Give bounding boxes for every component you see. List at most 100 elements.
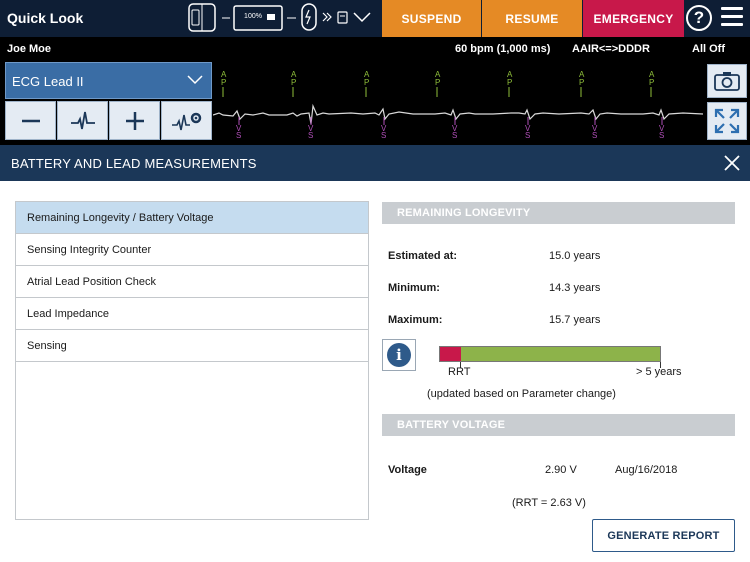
signal-icon [322,12,332,22]
atrial-marker: AP [291,70,297,97]
maximum-value: 15.7 years [549,314,601,326]
voltage-rrt-note: (RRT = 2.63 V) [512,497,586,509]
emergency-button[interactable]: EMERGENCY [583,0,684,37]
battery-percent: 100% [244,13,262,20]
ventricular-marker: VS [452,117,458,140]
ventricular-marker: VS [592,117,598,140]
rrt-tick [460,362,461,368]
device-icon [188,3,216,32]
ecg-lead-select[interactable]: ECG Lead II [5,62,212,99]
pacing-rate: 60 bpm (1,000 ms) [455,43,551,55]
close-icon[interactable] [722,153,742,173]
battery-panel: BATTERY VOLTAGE [382,414,735,436]
svg-text:P: P [435,78,440,87]
svg-text:A: A [221,70,227,79]
camera-icon [714,72,740,91]
status-chevron-icon[interactable] [353,12,371,23]
atrial-marker: AP [507,70,513,97]
help-button[interactable]: ? [686,5,712,31]
svg-text:A: A [291,70,297,79]
decrease-gain-button[interactable] [5,101,56,140]
chevron-down-icon [187,75,203,85]
expand-icon [714,108,740,134]
ventricular-marker: VS [525,117,531,140]
svg-text:V: V [525,124,531,133]
status-icons [188,3,371,32]
snapshot-button[interactable] [707,64,747,98]
svg-text:V: V [236,124,242,133]
ventricular-marker: VS [659,117,665,140]
tablet-icon [337,11,348,24]
voltage-value: 2.90 V [545,464,577,476]
svg-text:V: V [452,124,458,133]
plus-icon [125,111,144,130]
longevity-header: REMAINING LONGEVITY [382,202,735,224]
info-button[interactable]: i [382,339,416,371]
atrial-marker: AP [649,70,655,97]
info-icon: i [387,343,411,367]
svg-text:A: A [435,70,441,79]
nav-item-sensing[interactable]: Sensing [16,330,368,362]
longevity-panel: REMAINING LONGEVITY [382,202,735,224]
nav-item-atrial-lead-position[interactable]: Atrial Lead Position Check [16,266,368,298]
section-header: BATTERY AND LEAD MEASUREMENTS [0,145,750,181]
nav-item-remaining-longevity[interactable]: Remaining Longevity / Battery Voltage [16,202,368,234]
rrt-segment [440,347,461,361]
svg-text:S: S [236,131,241,140]
estimated-value: 15.0 years [549,250,601,262]
svg-text:P: P [579,78,584,87]
measurement-nav-list: Remaining Longevity / Battery Voltage Se… [15,201,369,520]
svg-text:A: A [364,70,370,79]
nav-item-sensing-integrity[interactable]: Sensing Integrity Counter [16,234,368,266]
ecg-settings-button[interactable] [161,101,212,140]
telemetry-wand-icon [301,3,317,31]
section-title: BATTERY AND LEAD MEASUREMENTS [11,156,257,171]
ecg-panel: Joe Moe 60 bpm (1,000 ms) AAIR<=>DDDR Al… [0,37,750,145]
svg-text:V: V [592,124,598,133]
rrt-label: RRT [448,366,471,378]
svg-text:S: S [525,131,530,140]
measurements-content: Remaining Longevity / Battery Voltage Se… [0,181,750,562]
estimated-label: Estimated at: [388,250,458,262]
minus-icon [21,119,40,122]
increase-gain-button[interactable] [109,101,160,140]
resume-button[interactable]: RESUME [482,0,582,37]
pulse-icon [70,111,95,129]
ecg-waveform: AP AP AP AP AP AP AP VS VS VS VS VS VS V… [213,70,703,140]
ventricular-markers: VS VS VS VS VS VS VS [236,117,665,140]
max-years-label: > 5 years [636,366,682,378]
expand-ecg-button[interactable] [707,102,747,140]
minimum-label: Minimum: [388,282,440,294]
svg-text:S: S [659,131,664,140]
svg-text:A: A [507,70,513,79]
longevity-bar [439,346,661,362]
longevity-note: (updated based on Parameter change) [427,388,616,400]
ventricular-marker: VS [236,117,242,140]
svg-text:A: A [579,70,585,79]
atrial-marker: AP [221,70,227,97]
app-title: Quick Look [7,10,84,26]
svg-text:S: S [308,131,313,140]
svg-text:V: V [381,124,387,133]
atrial-markers: AP AP AP AP AP AP AP [221,70,655,97]
ecg-lead-label: ECG Lead II [12,74,84,89]
ecg-settings-icon [171,112,201,130]
nav-item-lead-impedance[interactable]: Lead Impedance [16,298,368,330]
svg-text:S: S [592,131,597,140]
svg-text:V: V [659,124,665,133]
suspend-button[interactable]: SUSPEND [382,0,481,37]
svg-text:V: V [308,124,314,133]
atrial-marker: AP [435,70,441,97]
hamburger-menu-icon[interactable] [721,7,743,29]
svg-text:P: P [364,78,369,87]
svg-text:S: S [381,131,386,140]
ventricular-marker: VS [308,117,314,140]
ventricular-marker: VS [381,117,387,140]
svg-text:P: P [221,78,226,87]
generate-report-button[interactable]: GENERATE REPORT [592,519,735,552]
pulse-marker-button[interactable] [57,101,108,140]
device-status-group: 100% [186,0,382,37]
atrial-marker: AP [364,70,370,97]
svg-text:A: A [649,70,655,79]
